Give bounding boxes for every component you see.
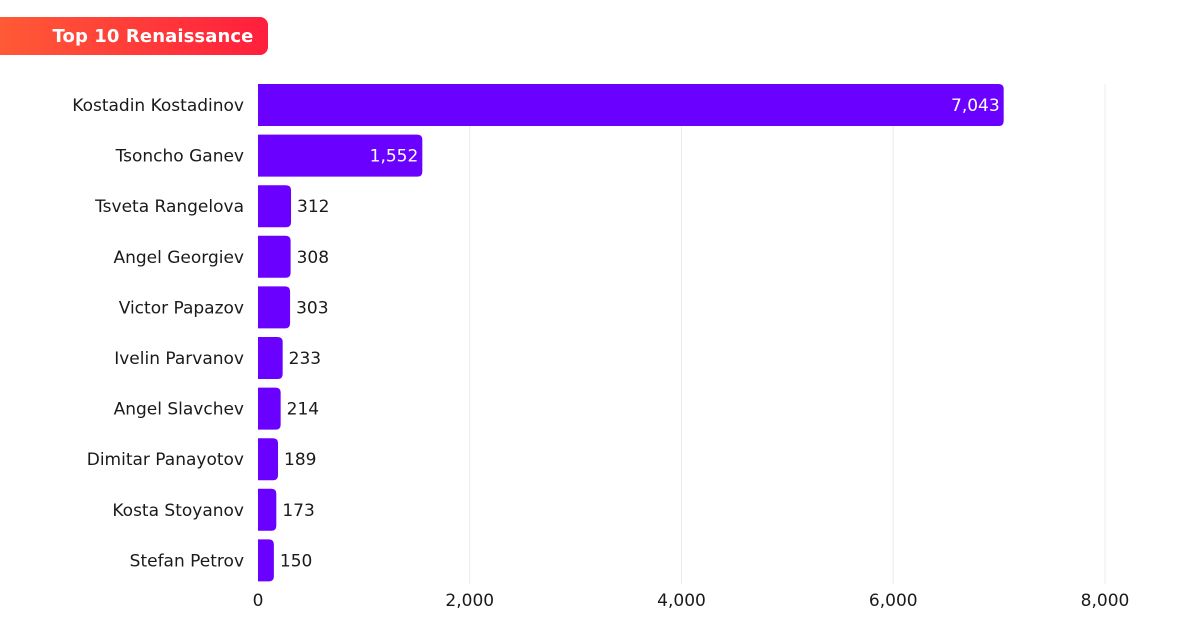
value-label: 1,552 — [370, 147, 419, 167]
category-label: Victor Papazov — [119, 298, 244, 318]
x-tick-label: 6,000 — [869, 591, 918, 611]
bar — [258, 84, 1004, 126]
value-label: 7,043 — [951, 96, 1000, 116]
bar — [258, 185, 292, 228]
bar — [258, 235, 291, 278]
category-label: Stefan Petrov — [130, 551, 244, 571]
category-label: Tsveta Rangelova — [94, 197, 244, 217]
x-tick-label: 2,000 — [445, 591, 494, 611]
x-tick-label: 8,000 — [1081, 591, 1130, 611]
value-label: 312 — [297, 197, 329, 217]
x-tick-label: 4,000 — [657, 591, 706, 611]
chart-title: Top 10 Renaissance — [52, 25, 254, 47]
bar — [258, 286, 291, 329]
value-label: 214 — [287, 400, 319, 420]
bar — [258, 539, 274, 582]
bar — [258, 438, 279, 481]
bar — [258, 337, 283, 379]
value-label: 233 — [289, 349, 321, 369]
category-label: Kosta Stoyanov — [112, 501, 244, 521]
value-label: 189 — [284, 450, 316, 470]
chart-title-badge: Top 10 Renaissance — [0, 17, 268, 55]
bar — [258, 488, 277, 531]
category-label: Angel Georgiev — [113, 248, 244, 268]
category-label: Kostadin Kostadinov — [72, 96, 244, 116]
value-label: 308 — [297, 248, 329, 268]
value-label: 150 — [280, 551, 312, 571]
value-label: 173 — [282, 501, 314, 521]
category-label: Angel Slavchev — [114, 400, 244, 420]
category-label: Ivelin Parvanov — [114, 349, 244, 369]
category-label: Dimitar Panayotov — [87, 450, 244, 470]
bar — [258, 387, 281, 430]
bar — [258, 134, 423, 177]
value-label: 303 — [296, 298, 328, 318]
category-label: Tsoncho Ganev — [115, 147, 244, 167]
x-tick-label: 0 — [253, 591, 264, 611]
